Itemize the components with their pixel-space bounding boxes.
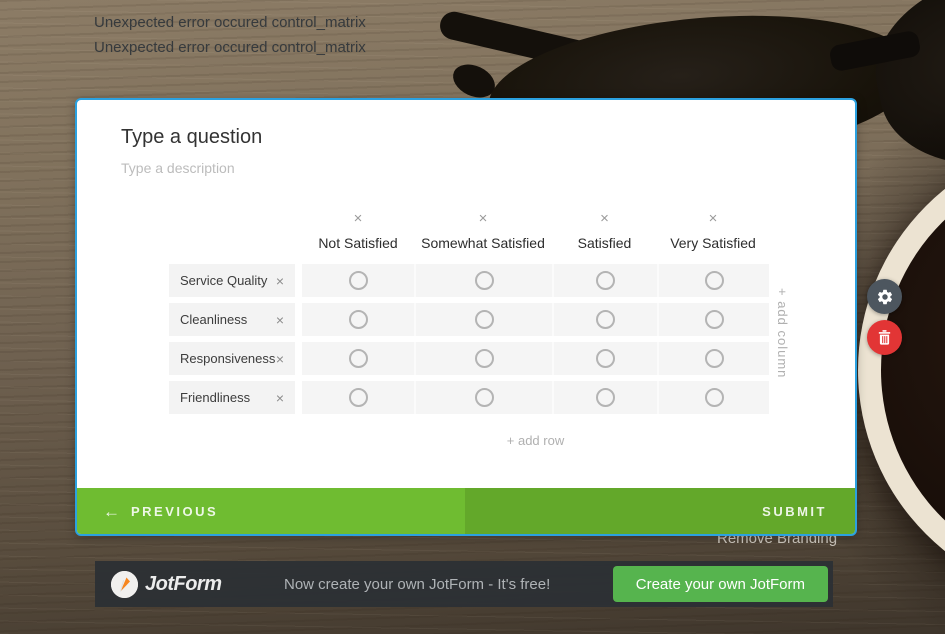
radio-button[interactable]	[596, 349, 615, 368]
radio-button[interactable]	[704, 388, 724, 407]
previous-label: PREVIOUS	[131, 503, 219, 519]
radio-cell[interactable]	[414, 264, 552, 297]
row-label[interactable]: Service Quality	[180, 273, 268, 288]
error-message: Unexpected error occured control_matrix	[94, 14, 366, 31]
trash-icon	[876, 329, 893, 346]
column-header: × Somewhat Satisfied	[414, 200, 552, 264]
delete-column-icon[interactable]: ×	[478, 210, 488, 227]
jotform-logo-text: JotForm	[145, 572, 222, 595]
radio-cell[interactable]	[414, 303, 552, 336]
delete-row-icon[interactable]: ×	[275, 272, 284, 289]
radio-cell[interactable]	[302, 342, 414, 375]
radio-button[interactable]	[596, 271, 615, 290]
gear-icon	[876, 288, 894, 306]
radio-cell[interactable]	[657, 342, 769, 375]
radio-cell[interactable]	[414, 342, 552, 375]
column-header: × Satisfied	[552, 200, 657, 264]
question-description-input[interactable]: Type a description	[121, 160, 235, 176]
radio-button[interactable]	[348, 310, 368, 329]
radio-button[interactable]	[474, 310, 494, 329]
column-label[interactable]: Very Satisfied	[670, 235, 756, 251]
question-settings-button[interactable]	[867, 279, 902, 314]
matrix-column-headers: × Not Satisfied × Somewhat Satisfied × Satisf…	[302, 200, 769, 264]
delete-column-icon[interactable]: ×	[708, 210, 718, 227]
radio-cell[interactable]	[414, 381, 552, 414]
radio-button[interactable]	[348, 271, 368, 290]
radio-button[interactable]	[348, 388, 368, 407]
matrix-rows: Service Quality × Cleanliness × Responsivene…	[169, 264, 769, 414]
left-arrow-icon: ←	[103, 501, 120, 521]
delete-row-icon[interactable]: ×	[275, 311, 284, 328]
question-title-input[interactable]: Type a question	[121, 126, 263, 148]
row-label-cell[interactable]: Cleanliness ×	[169, 303, 295, 336]
column-label[interactable]: Not Satisfied	[318, 235, 398, 251]
radio-cell[interactable]	[302, 264, 414, 297]
column-label[interactable]: Somewhat Satisfied	[421, 235, 545, 251]
promo-text: Now create your own JotForm - It's free!	[283, 575, 551, 593]
row-label[interactable]: Friendliness	[180, 390, 251, 405]
create-jotform-button[interactable]: Create your own JotForm	[612, 566, 828, 602]
radio-button[interactable]	[704, 271, 724, 290]
radio-cell[interactable]	[552, 264, 657, 297]
submit-label: SUBMIT	[762, 503, 827, 519]
radio-button[interactable]	[474, 388, 494, 407]
question-card: Type a question Type a description × Not …	[75, 98, 857, 536]
radio-cell[interactable]	[302, 303, 414, 336]
radio-cell[interactable]	[552, 381, 657, 414]
previous-button[interactable]: ← PREVIOUS	[77, 488, 465, 534]
delete-column-icon[interactable]: ×	[353, 210, 363, 227]
matrix-row: Service Quality ×	[169, 264, 769, 297]
radio-button[interactable]	[704, 349, 724, 368]
radio-button[interactable]	[596, 388, 615, 407]
error-message: Unexpected error occured control_matrix	[94, 39, 366, 56]
delete-question-button[interactable]	[867, 320, 902, 355]
radio-cell[interactable]	[657, 303, 769, 336]
submit-button[interactable]: SUBMIT	[465, 488, 855, 534]
radio-cell[interactable]	[657, 264, 769, 297]
delete-row-icon[interactable]: ×	[275, 389, 284, 406]
matrix-row: Responsiveness ×	[169, 342, 769, 375]
row-label[interactable]: Responsiveness	[180, 351, 276, 366]
radio-cell[interactable]	[657, 381, 769, 414]
matrix-row: Friendliness ×	[169, 381, 769, 414]
add-column-button[interactable]: + add column	[775, 288, 790, 379]
row-label-cell[interactable]: Service Quality ×	[169, 264, 295, 297]
delete-row-icon[interactable]: ×	[275, 350, 284, 367]
form-navigation-bar: ← PREVIOUS SUBMIT	[77, 488, 855, 534]
radio-cell[interactable]	[302, 381, 414, 414]
column-header: × Not Satisfied	[302, 200, 414, 264]
radio-cell[interactable]	[552, 303, 657, 336]
jotform-branding-bar: JotForm Now create your own JotForm - It…	[95, 561, 833, 607]
delete-column-icon[interactable]: ×	[600, 210, 609, 227]
row-label[interactable]: Cleanliness	[180, 312, 248, 327]
row-label-cell[interactable]: Responsiveness ×	[169, 342, 295, 375]
radio-button[interactable]	[474, 349, 494, 368]
jotform-logo-icon	[111, 570, 138, 598]
radio-button[interactable]	[596, 310, 615, 329]
radio-button[interactable]	[474, 271, 494, 290]
matrix-row: Cleanliness ×	[169, 303, 769, 336]
jotform-logo[interactable]: JotForm	[111, 570, 222, 598]
row-label-cell[interactable]: Friendliness ×	[169, 381, 295, 414]
add-row-button[interactable]: + add row	[506, 433, 565, 448]
column-label[interactable]: Satisfied	[577, 235, 632, 251]
radio-cell[interactable]	[552, 342, 657, 375]
radio-button[interactable]	[704, 310, 724, 329]
matrix-table: × Not Satisfied × Somewhat Satisfied × Satisf…	[169, 200, 769, 448]
radio-button[interactable]	[348, 349, 368, 368]
column-header: × Very Satisfied	[657, 200, 769, 264]
